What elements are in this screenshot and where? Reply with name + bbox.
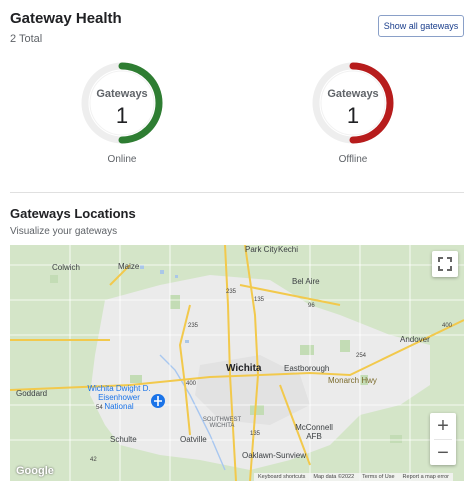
zoom-in-button[interactable]: + xyxy=(437,414,449,437)
online-status-label: Online xyxy=(107,154,137,165)
online-gauge-label: Gateways xyxy=(96,88,148,100)
gateway-map[interactable]: Park City Kechi Colwich Maize Bel Aire A… xyxy=(10,245,464,481)
map-label-mcconnell-afb: McConnell AFB xyxy=(295,423,333,441)
map-label-monarch-hwy: Monarch Hwy xyxy=(328,376,377,385)
google-logo[interactable]: Google xyxy=(16,465,54,477)
road-badge-400-east: 400 xyxy=(442,323,453,329)
online-gauge-value: 1 xyxy=(115,103,129,128)
offline-gauge-label: Gateways xyxy=(327,88,379,100)
road-badge-235-west: 235 xyxy=(188,323,199,329)
map-attribution: Keyboard shortcuts Map data ©2022 Terms … xyxy=(254,473,454,481)
offline-gauge-value: 1 xyxy=(346,103,360,128)
keyboard-shortcuts-link[interactable]: Keyboard shortcuts xyxy=(258,474,306,480)
gateway-locations-header: Gateways Locations Visualize your gatewa… xyxy=(10,206,136,237)
map-label-airport: Wichita Dwight D. Eisenhower National xyxy=(87,384,151,411)
fullscreen-button[interactable] xyxy=(432,251,458,277)
map-label-colwich: Colwich xyxy=(52,263,81,272)
map-label-andover: Andover xyxy=(400,335,430,344)
road-badge-42: 42 xyxy=(90,457,97,463)
show-all-gateways-button[interactable]: Show all gateways xyxy=(378,15,464,37)
gateway-health-header: Gateway Health 2 Total xyxy=(10,10,122,45)
road-badge-235-north: 235 xyxy=(226,289,237,295)
online-gauge: Gateways 1 Online xyxy=(79,60,165,165)
road-badge-254: 254 xyxy=(356,353,367,359)
offline-gauge-ring xyxy=(312,62,394,144)
offline-gauge: Gateways 1 Offline xyxy=(310,60,396,165)
map-label-maize: Maize xyxy=(118,262,140,271)
online-gauge-ring xyxy=(81,62,163,144)
gateway-total-count: 2 Total xyxy=(10,33,43,45)
map-label-southwest-wichita: SOUTHWEST WICHITA xyxy=(202,417,242,429)
map-label-kechi: Kechi xyxy=(278,245,299,254)
map-label-oaklawn-sunview: Oaklawn-Sunview xyxy=(242,451,307,460)
road-badge-135-north: 135 xyxy=(254,297,265,303)
map-label-park-city: Park City xyxy=(245,245,278,254)
zoom-separator xyxy=(434,439,452,440)
map-label-goddard: Goddard xyxy=(16,389,48,398)
road-badge-135-south: 135 xyxy=(250,431,261,437)
zoom-out-button[interactable]: − xyxy=(437,441,449,464)
road-badge-400-west: 400 xyxy=(186,381,197,387)
gateway-health-title: Gateway Health xyxy=(10,10,122,27)
zoom-controls: + − xyxy=(430,413,456,465)
map-label-eastborough: Eastborough xyxy=(284,364,330,373)
map-label-schulte: Schulte xyxy=(110,435,137,444)
map-canvas[interactable] xyxy=(10,245,464,481)
offline-status-label: Offline xyxy=(338,154,368,165)
section-divider xyxy=(10,192,464,193)
map-label-oatville: Oatville xyxy=(180,435,207,444)
map-label-bel-aire: Bel Aire xyxy=(292,277,320,286)
gateway-locations-subtitle: Visualize your gateways xyxy=(10,226,118,237)
fullscreen-icon xyxy=(438,257,452,271)
road-badge-96: 96 xyxy=(308,303,315,309)
map-data-credit: Map data ©2022 xyxy=(313,474,355,480)
map-label-wichita: Wichita xyxy=(226,363,262,374)
road-badge-54: 54 xyxy=(96,405,103,411)
report-map-error-link[interactable]: Report a map error xyxy=(402,474,450,480)
gateway-locations-title: Gateways Locations xyxy=(10,206,136,221)
terms-of-use-link[interactable]: Terms of Use xyxy=(362,474,395,480)
